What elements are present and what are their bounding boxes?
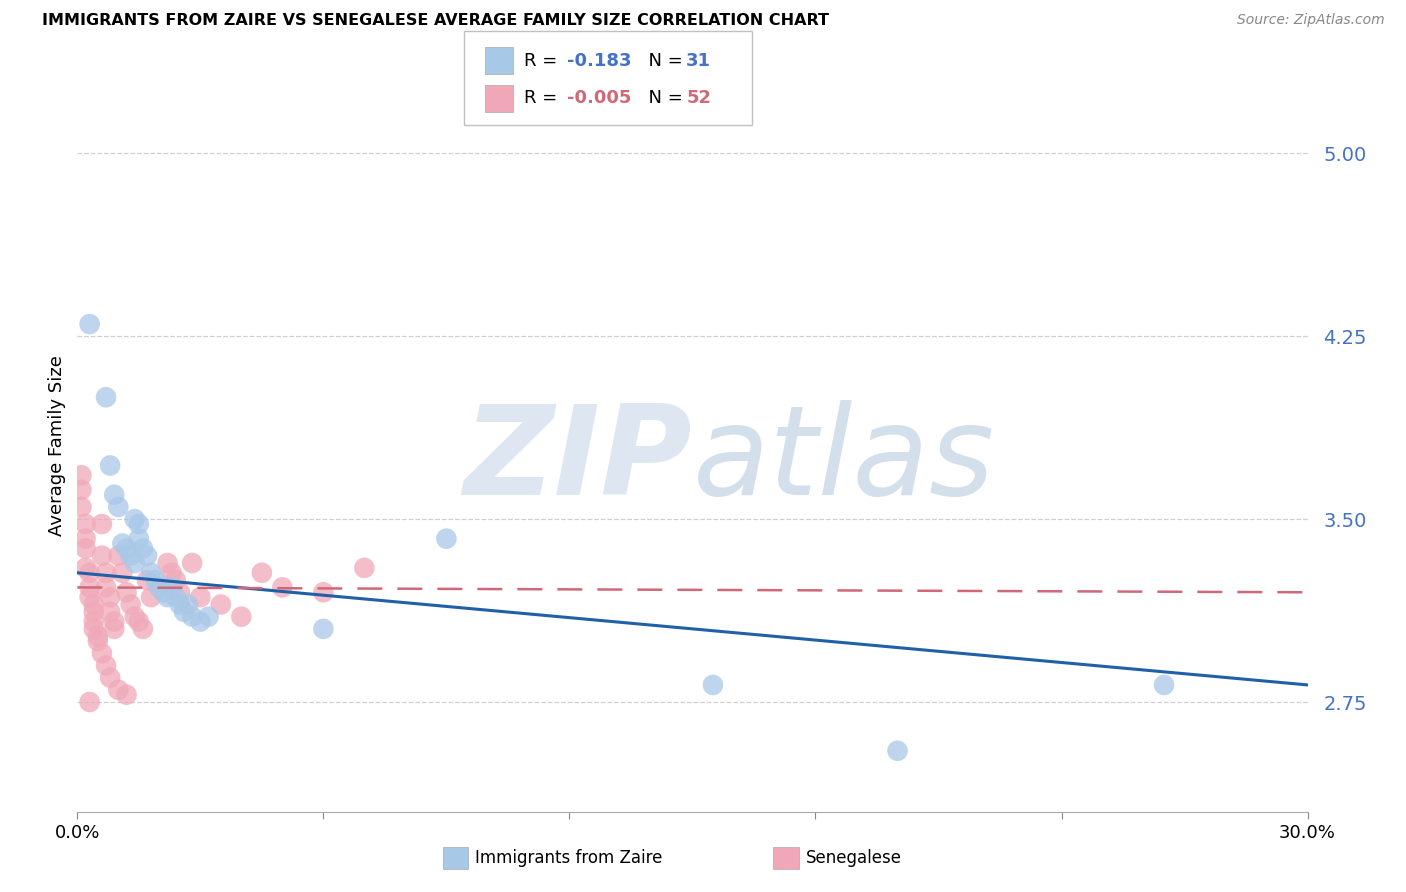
Point [136,573,159,587]
Point [136,549,159,563]
Point [181,609,204,624]
Text: N =: N = [637,52,689,70]
Point [107,682,129,697]
Text: -0.005: -0.005 [567,89,631,107]
Point [115,688,138,702]
Point [188,615,212,629]
Point [209,598,232,612]
Y-axis label: Average Family Size: Average Family Size [48,356,66,536]
Text: ZIP: ZIP [464,401,693,521]
Point [79,590,101,604]
Point [83,598,105,612]
Point [70,468,93,483]
Point [83,605,105,619]
Point [271,581,294,595]
Point [169,598,191,612]
Point [124,609,146,624]
Point [87,634,110,648]
Text: Immigrants from Zaire: Immigrants from Zaire [475,849,662,867]
Text: Senegalese: Senegalese [806,849,901,867]
Text: Source: ZipAtlas.com: Source: ZipAtlas.com [1237,13,1385,28]
Point [90,516,114,531]
Point [107,500,129,514]
Point [886,744,908,758]
Point [128,615,150,629]
Point [79,317,101,331]
Point [165,573,187,587]
Point [141,566,163,580]
Point [702,678,724,692]
Point [156,556,179,570]
Text: R =: R = [524,52,569,70]
Point [79,566,101,580]
Text: 52: 52 [686,89,711,107]
Point [94,581,117,595]
Point [353,561,375,575]
Point [312,622,335,636]
Point [103,622,125,636]
Point [83,615,105,629]
Text: -0.183: -0.183 [567,52,631,70]
Point [188,590,212,604]
Point [111,536,134,550]
Point [103,615,125,629]
Point [98,590,121,604]
Point [98,605,121,619]
Point [90,646,114,660]
Point [128,516,150,531]
Point [115,585,138,599]
Point [143,573,166,587]
Point [124,556,146,570]
Point [103,488,125,502]
Text: N =: N = [637,89,689,107]
Point [79,581,101,595]
Point [94,566,117,580]
Point [148,581,170,595]
Point [132,541,155,556]
Point [120,598,142,612]
Point [120,549,142,563]
Point [111,566,134,580]
Point [124,512,146,526]
Point [70,500,93,514]
Point [148,581,170,595]
Point [94,390,117,404]
Text: R =: R = [524,89,564,107]
Point [197,609,219,624]
Point [98,458,121,473]
Point [132,622,155,636]
Point [70,483,93,497]
Point [312,585,335,599]
Text: atlas: atlas [693,401,994,521]
Point [141,590,163,604]
Point [231,609,253,624]
Point [75,532,97,546]
Point [169,585,191,599]
Point [98,671,121,685]
Text: 31: 31 [686,52,711,70]
Point [173,605,195,619]
Point [152,585,174,599]
Point [1153,678,1175,692]
Point [436,532,458,546]
Point [75,561,97,575]
Point [94,658,117,673]
Point [87,629,110,643]
Point [75,516,97,531]
Point [177,598,200,612]
Point [83,622,105,636]
Point [160,566,183,580]
Point [75,541,97,556]
Point [156,590,179,604]
Point [250,566,273,580]
Point [181,556,204,570]
Point [115,541,138,556]
Point [79,695,101,709]
Point [160,581,183,595]
Point [107,549,129,563]
Point [128,532,150,546]
Point [90,549,114,563]
Point [165,590,187,604]
Text: IMMIGRANTS FROM ZAIRE VS SENEGALESE AVERAGE FAMILY SIZE CORRELATION CHART: IMMIGRANTS FROM ZAIRE VS SENEGALESE AVER… [42,13,830,29]
